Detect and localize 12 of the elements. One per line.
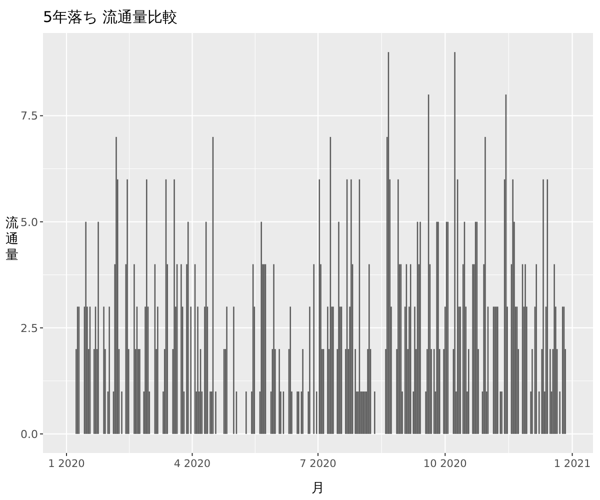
y-tick-label: 5.0	[20, 216, 38, 229]
y-axis-title: 流通量	[6, 215, 18, 263]
y-tick-label: 0.0	[20, 428, 38, 441]
x-tick-label: 1 2020	[48, 458, 85, 470]
y-tick-label: 7.5	[20, 110, 38, 123]
x-tick-label: 10 2020	[423, 458, 467, 470]
x-tick-label: 1 2021	[554, 458, 591, 470]
y-tick-label: 2.5	[20, 322, 38, 335]
x-axis-title: 月	[312, 481, 324, 496]
chart-title: 5年落ち 流通量比較	[43, 8, 178, 26]
x-tick-label: 4 2020	[174, 458, 211, 470]
x-tick-label: 7 2020	[300, 458, 336, 470]
